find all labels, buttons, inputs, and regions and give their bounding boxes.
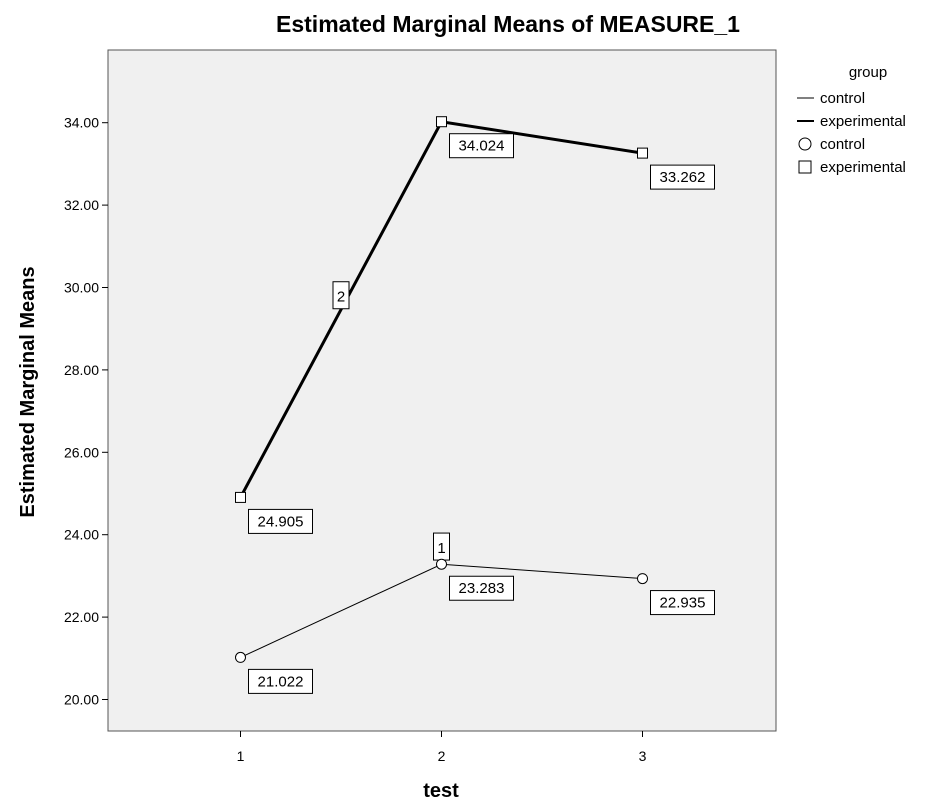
- y-tick-label: 26.00: [64, 444, 99, 460]
- y-tick-label: 24.00: [64, 527, 99, 543]
- y-axis-title: Estimated Marginal Means: [17, 266, 39, 517]
- line-label-text: 2: [337, 289, 345, 306]
- plot-area: [107, 49, 777, 732]
- chart-title: Estimated Marginal Means of MEASURE_1: [276, 11, 740, 37]
- data-label-text: 23.283: [459, 580, 505, 597]
- data-label: 23.283: [449, 575, 514, 601]
- x-tick-label: 2: [438, 748, 446, 764]
- data-label-box: [650, 164, 715, 190]
- data-label-text: 24.905: [258, 513, 304, 530]
- data-label-box: [650, 590, 715, 616]
- legend-line-label: experimental: [820, 113, 906, 130]
- x-tick-label: 1: [237, 748, 245, 764]
- y-tick-label: 22.00: [64, 609, 99, 625]
- series-line-label-experimental: 2: [332, 281, 350, 310]
- data-point: [436, 116, 447, 128]
- data-label-box: [449, 575, 514, 601]
- y-tick-label: 20.00: [64, 692, 99, 708]
- x-axis-title: test: [423, 780, 459, 802]
- data-point: [235, 491, 246, 503]
- y-tick-label: 30.00: [64, 280, 99, 296]
- series-line-label-control: 1: [433, 532, 450, 561]
- data-point: [637, 147, 648, 159]
- data-point: [436, 558, 447, 570]
- data-point: [637, 573, 648, 585]
- legend-square-swatch: [798, 160, 812, 174]
- y-tick-label: 32.00: [64, 197, 99, 213]
- data-label: 24.905: [248, 508, 313, 534]
- data-label: 34.024: [449, 133, 514, 159]
- legend-circle-swatch: [798, 137, 812, 151]
- legend: group control experimental control experime…: [797, 64, 906, 176]
- x-tick-label: 3: [639, 748, 647, 764]
- y-tick-label: 28.00: [64, 362, 99, 378]
- line-label-box: [332, 281, 350, 310]
- data-label-text: 34.024: [459, 138, 505, 155]
- line-label-text: 1: [437, 540, 445, 557]
- data-label-box: [248, 508, 313, 534]
- data-point: [235, 651, 246, 663]
- data-label: 22.935: [650, 590, 715, 616]
- data-label-box: [248, 668, 313, 694]
- legend-marker-label: experimental: [820, 159, 906, 176]
- data-label-text: 21.022: [258, 673, 304, 690]
- legend-title: group: [849, 64, 887, 81]
- y-tick-label: 34.00: [64, 115, 99, 131]
- legend-marker-label: control: [820, 136, 865, 153]
- series-control: 1: [235, 532, 648, 663]
- data-label-text: 22.935: [660, 595, 706, 612]
- series-experimental: 2: [235, 116, 648, 503]
- data-label: 33.262: [650, 164, 715, 190]
- legend-line-label: control: [820, 90, 865, 107]
- data-label: 21.022: [248, 668, 313, 694]
- data-label-text: 33.262: [660, 169, 706, 186]
- data-label-box: [449, 133, 514, 159]
